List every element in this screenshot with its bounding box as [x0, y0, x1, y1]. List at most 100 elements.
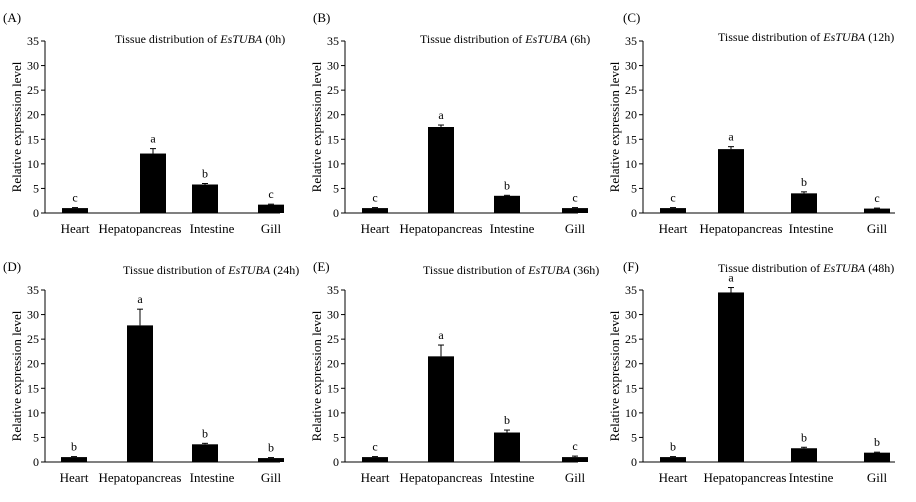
- bar: [660, 457, 686, 462]
- y-tick-label: 20: [327, 108, 339, 122]
- y-tick-label: 25: [27, 83, 39, 97]
- category-label: Intestine: [490, 221, 535, 236]
- y-tick-label: 10: [327, 157, 339, 171]
- chart-title: Tissue distribution of EsTUBA (48h): [718, 261, 894, 275]
- chart-panel: (F) Tissue distribution of EsTUBA (48h) Re…: [607, 259, 895, 485]
- significance-letter: c: [670, 191, 675, 205]
- bar: [61, 457, 87, 462]
- significance-letter: c: [572, 439, 577, 453]
- chart-title: Tissue distribution of EsTUBA (6h): [420, 32, 590, 46]
- significance-letter: a: [728, 130, 734, 144]
- category-label: Gill: [867, 470, 888, 485]
- bar: [791, 448, 817, 462]
- bar: [140, 153, 166, 213]
- y-tick-label: 0: [33, 206, 39, 220]
- y-tick-label: 10: [625, 157, 637, 171]
- category-label: Hepatopancreas: [699, 221, 782, 236]
- y-tick-label: 10: [27, 157, 39, 171]
- chart-panel: (A) Tissue distribution of EsTUBA (0h) Rel…: [3, 10, 285, 236]
- bar: [562, 208, 588, 213]
- y-tick-label: 35: [625, 34, 637, 48]
- significance-letter: a: [438, 108, 444, 122]
- y-tick-label: 25: [327, 332, 339, 346]
- chart-title: Tissue distribution of EsTUBA (12h): [718, 30, 894, 44]
- panel-label: (E): [313, 259, 330, 274]
- category-label: Hepatopancreas: [98, 470, 181, 485]
- category-label: Intestine: [490, 470, 535, 485]
- category-label: Hepatopancreas: [703, 470, 786, 485]
- y-axis-label: Relative expression level: [9, 61, 24, 192]
- y-tick-label: 20: [625, 108, 637, 122]
- y-tick-label: 5: [333, 430, 339, 444]
- significance-letter: c: [572, 191, 577, 205]
- y-tick-label: 30: [327, 308, 339, 322]
- y-tick-label: 30: [27, 59, 39, 73]
- significance-letter: b: [801, 175, 807, 189]
- chart-panel: (B) Tissue distribution of EsTUBA (6h) Rel…: [309, 10, 590, 236]
- category-label: Gill: [867, 221, 888, 236]
- chart-panel: (E) Tissue distribution of EsTUBA (36h) Re…: [309, 259, 599, 485]
- bar: [562, 457, 588, 462]
- category-label: Intestine: [789, 221, 834, 236]
- panel-label: (B): [313, 10, 330, 25]
- y-tick-label: 0: [333, 206, 339, 220]
- y-tick-label: 10: [27, 406, 39, 420]
- y-tick-label: 25: [327, 83, 339, 97]
- chart-title: Tissue distribution of EsTUBA (0h): [115, 32, 285, 46]
- category-label: Heart: [60, 470, 89, 485]
- significance-letter: c: [372, 440, 377, 454]
- bar: [494, 195, 520, 213]
- panel-label: (D): [3, 259, 21, 274]
- y-tick-label: 5: [333, 181, 339, 195]
- bar: [718, 292, 744, 462]
- significance-letter: b: [801, 430, 807, 444]
- significance-letter: b: [202, 426, 208, 440]
- significance-letter: a: [728, 271, 734, 285]
- y-tick-label: 25: [27, 332, 39, 346]
- y-tick-label: 15: [27, 132, 39, 146]
- significance-letter: b: [268, 441, 274, 455]
- bar: [62, 208, 88, 213]
- y-tick-label: 5: [631, 430, 637, 444]
- significance-letter: b: [874, 435, 880, 449]
- y-axis-label: Relative expression level: [309, 310, 324, 441]
- category-label: Heart: [659, 221, 688, 236]
- category-label: Gill: [565, 470, 586, 485]
- y-axis-label: Relative expression level: [9, 310, 24, 441]
- y-tick-label: 35: [27, 34, 39, 48]
- bar: [258, 204, 284, 213]
- y-tick-label: 0: [33, 455, 39, 469]
- category-label: Gill: [565, 221, 586, 236]
- significance-letter: b: [504, 413, 510, 427]
- bar: [428, 127, 454, 213]
- y-axis-label: Relative expression level: [607, 61, 622, 192]
- y-tick-label: 10: [327, 406, 339, 420]
- y-tick-label: 35: [327, 34, 339, 48]
- category-label: Heart: [361, 221, 390, 236]
- y-tick-label: 30: [27, 308, 39, 322]
- y-tick-label: 15: [625, 381, 637, 395]
- y-axis-label: Relative expression level: [309, 61, 324, 192]
- y-tick-label: 20: [327, 357, 339, 371]
- bar: [494, 432, 520, 462]
- y-tick-label: 20: [27, 108, 39, 122]
- bar: [428, 356, 454, 462]
- category-label: Hepatopancreas: [399, 221, 482, 236]
- significance-letter: c: [268, 187, 273, 201]
- category-label: Hepatopancreas: [98, 221, 181, 236]
- y-tick-label: 15: [625, 132, 637, 146]
- category-label: Heart: [659, 470, 688, 485]
- chart-title: Tissue distribution of EsTUBA (36h): [423, 263, 599, 277]
- bar: [864, 208, 890, 213]
- y-tick-label: 5: [33, 181, 39, 195]
- panel-label: (C): [623, 10, 640, 25]
- category-label: Intestine: [190, 470, 235, 485]
- y-tick-label: 0: [631, 455, 637, 469]
- category-label: Intestine: [789, 470, 834, 485]
- category-label: Gill: [261, 470, 282, 485]
- y-tick-label: 15: [327, 381, 339, 395]
- y-tick-label: 30: [327, 59, 339, 73]
- y-tick-label: 35: [27, 283, 39, 297]
- y-tick-label: 30: [625, 308, 637, 322]
